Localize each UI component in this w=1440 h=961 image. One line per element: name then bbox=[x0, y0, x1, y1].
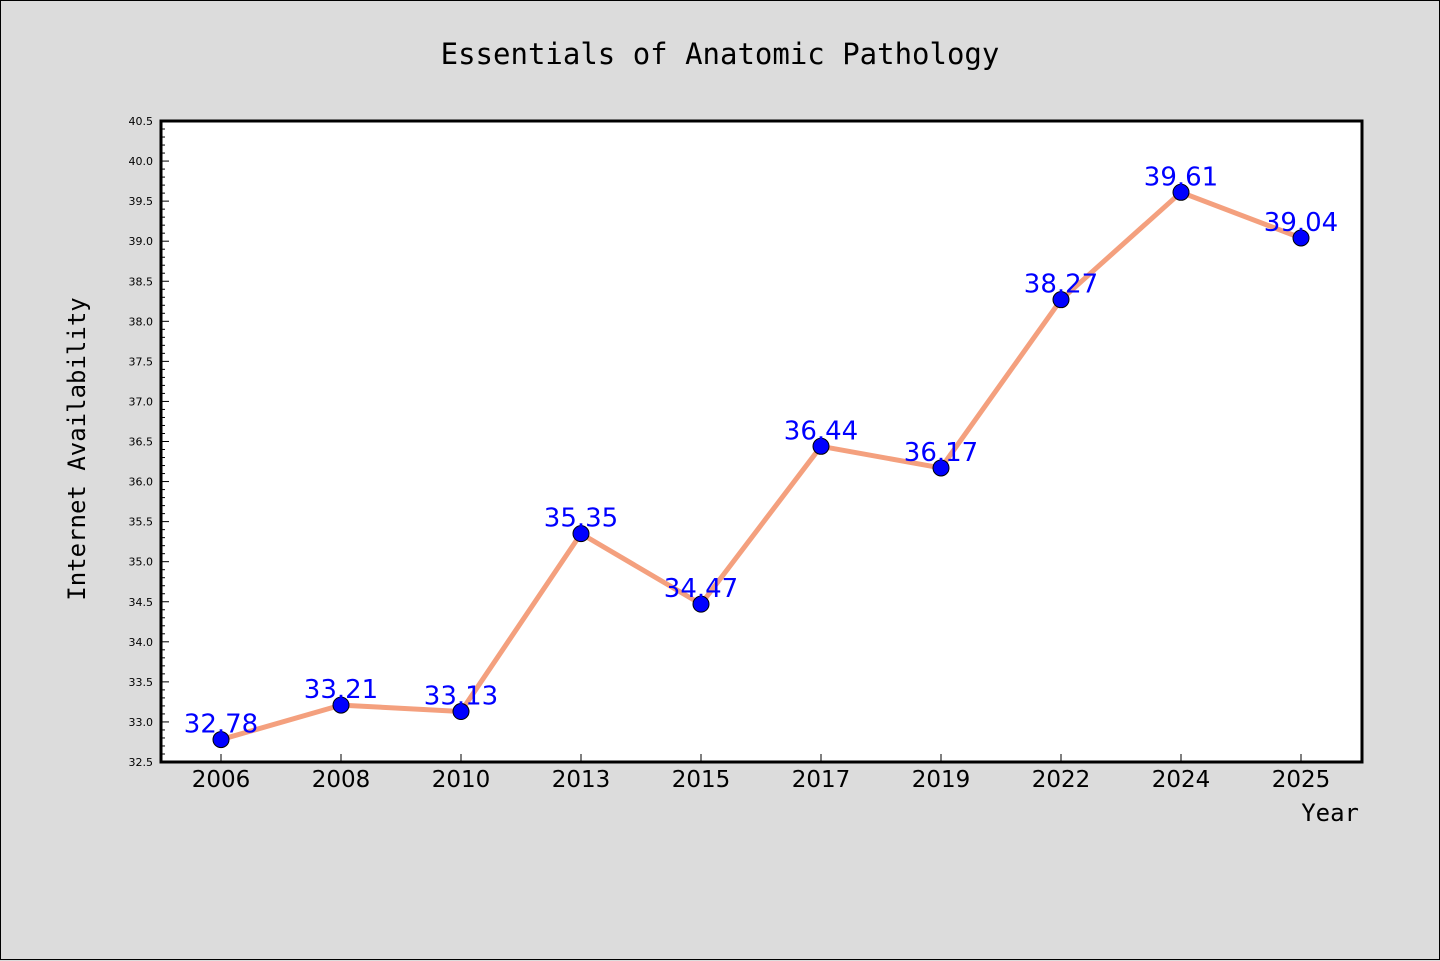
y-tick-label: 35.5 bbox=[129, 516, 154, 529]
data-label: 32.78 bbox=[184, 710, 258, 740]
y-tick-label: 34.5 bbox=[129, 596, 154, 609]
data-point bbox=[1172, 183, 1190, 201]
data-point bbox=[1292, 229, 1310, 247]
x-tick-label: 2013 bbox=[552, 767, 611, 793]
y-tick-label: 40.0 bbox=[129, 155, 154, 168]
data-label: 33.21 bbox=[304, 675, 378, 705]
y-tick-label: 39.0 bbox=[129, 235, 154, 248]
x-tick-label: 2015 bbox=[672, 767, 731, 793]
y-tick-label: 39.5 bbox=[129, 195, 154, 208]
x-axis-label: Year bbox=[1301, 799, 1359, 827]
data-point bbox=[1052, 291, 1070, 309]
x-tick-label: 2019 bbox=[912, 767, 971, 793]
data-label: 34.47 bbox=[664, 574, 738, 604]
data-label: 36.17 bbox=[904, 438, 978, 468]
y-axis: 32.5 33.0 33.5 34.0 34.5 35.0 35.5 36.0 36.5 37.0… bbox=[129, 115, 169, 769]
x-tick-label: 2025 bbox=[1272, 767, 1331, 793]
y-tick-label: 36.0 bbox=[129, 476, 154, 489]
y-axis-label: Internet Availability bbox=[63, 297, 91, 600]
data-labels: 32.78 33.21 33.13 35.35 34.47 36.44 36.17 38.27… bbox=[184, 162, 1338, 739]
x-tick-label: 2008 bbox=[312, 767, 371, 793]
x-axis: 2006 2008 2010 2013 2015 2017 2019 2022 2024 2025 bbox=[192, 754, 1331, 793]
y-tick-label: 38.5 bbox=[129, 275, 154, 288]
data-point bbox=[932, 459, 950, 477]
x-tick-label: 2017 bbox=[792, 767, 851, 793]
chart-title: Essentials of Anatomic Pathology bbox=[441, 37, 1000, 71]
series-line bbox=[218, 189, 1304, 743]
y-tick-label: 35.0 bbox=[129, 556, 154, 569]
y-tick-label: 32.5 bbox=[129, 756, 154, 769]
data-point bbox=[332, 696, 350, 714]
x-tick-label: 2006 bbox=[192, 767, 251, 793]
y-tick-label: 38.0 bbox=[129, 315, 154, 328]
y-tick-label: 33.5 bbox=[129, 676, 154, 689]
data-point bbox=[452, 703, 470, 721]
data-label: 35.35 bbox=[544, 504, 618, 534]
data-label: 39.61 bbox=[1144, 162, 1218, 192]
data-point bbox=[812, 437, 830, 455]
data-label: 39.04 bbox=[1264, 208, 1338, 238]
data-label: 33.13 bbox=[424, 682, 498, 712]
x-tick-label: 2024 bbox=[1152, 767, 1211, 793]
y-tick-label: 34.0 bbox=[129, 636, 154, 649]
data-label: 38.27 bbox=[1024, 270, 1098, 300]
y-tick-label: 37.0 bbox=[129, 395, 154, 408]
y-tick-label: 36.5 bbox=[129, 436, 154, 449]
y-tick-label: 37.5 bbox=[129, 355, 154, 368]
y-tick-label: 33.0 bbox=[129, 716, 154, 729]
data-point bbox=[572, 525, 590, 543]
x-tick-label: 2022 bbox=[1032, 767, 1091, 793]
plot-area bbox=[159, 119, 1364, 764]
data-point bbox=[692, 595, 710, 613]
x-tick-label: 2010 bbox=[432, 767, 491, 793]
y-tick-label: 40.5 bbox=[129, 115, 154, 128]
series-line-group bbox=[212, 183, 1310, 749]
data-point bbox=[212, 731, 230, 749]
data-label: 36.44 bbox=[784, 416, 858, 446]
